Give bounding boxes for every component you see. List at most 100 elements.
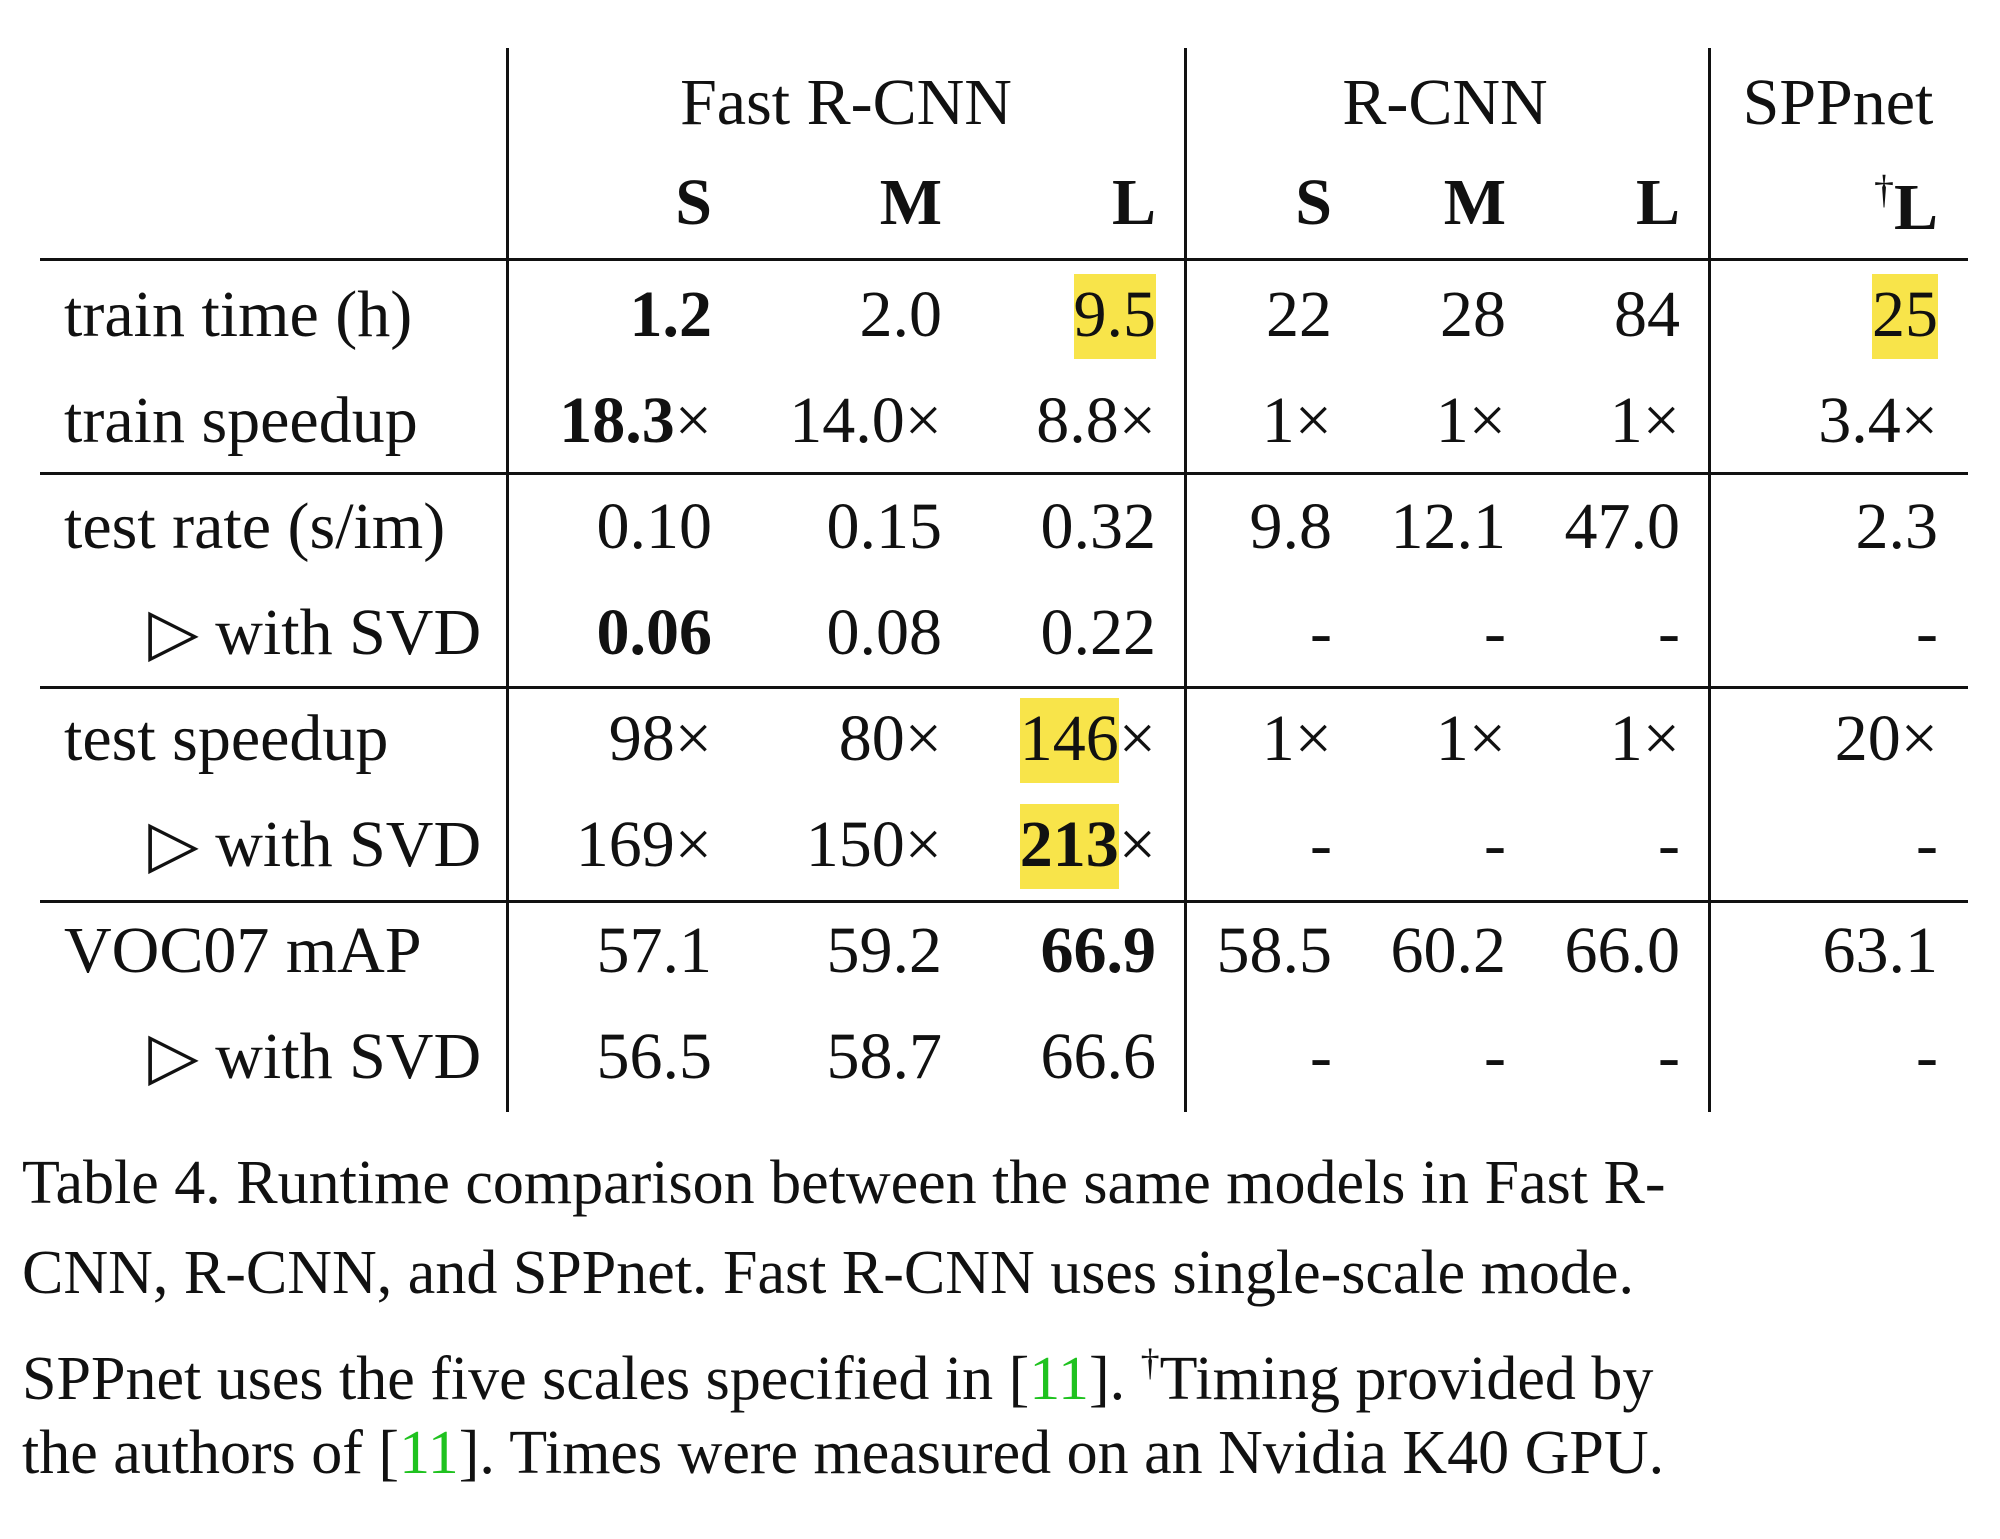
table-cell: 58.5 xyxy=(1217,918,1333,984)
cell-value: 98 xyxy=(608,702,675,775)
cell-value: 0.06 xyxy=(596,596,713,669)
table-cell: 9.8 xyxy=(1250,494,1333,560)
table-cell: 9.5 xyxy=(1073,274,1156,359)
times-sign: × xyxy=(904,702,942,775)
table-cell: 18.3× xyxy=(559,388,712,454)
row-divider xyxy=(40,686,1968,689)
times-sign: × xyxy=(674,808,712,881)
citation-link[interactable]: 11 xyxy=(399,1419,459,1487)
cell-value: 1 xyxy=(1261,702,1295,775)
column-header-label: L xyxy=(1635,166,1680,239)
table-cell: 213× xyxy=(1019,804,1156,889)
table-cell: 1× xyxy=(1262,388,1332,454)
caption-text: ]. xyxy=(1089,1345,1141,1413)
cell-value: 20 xyxy=(1834,702,1901,775)
table-cell: 58.7 xyxy=(827,1024,943,1090)
table-cell: 8.8× xyxy=(1036,388,1156,454)
times-sign: × xyxy=(904,808,942,881)
cell-value: 63.1 xyxy=(1822,914,1939,987)
caption-text: SPPnet uses the five scales specified in… xyxy=(22,1345,1030,1413)
row-label: VOC07 mAP xyxy=(64,914,422,987)
column-header-label: M xyxy=(879,166,942,239)
cell-value: - xyxy=(1484,808,1506,881)
column-header-label: M xyxy=(1443,166,1506,239)
cell-value: 169 xyxy=(575,808,675,881)
times-sign: × xyxy=(1642,384,1680,457)
times-sign: × xyxy=(674,702,712,775)
column-header-label: S xyxy=(675,166,712,239)
column-header-label: L xyxy=(1111,166,1156,239)
group-header: SPPnet xyxy=(1742,66,1934,139)
cell-value: 57.1 xyxy=(596,914,713,987)
times-sign: × xyxy=(904,384,942,457)
table-cell: - xyxy=(1484,812,1506,878)
table-cell: 28 xyxy=(1440,282,1506,348)
row-label: test speedup xyxy=(64,702,389,775)
group-header: R-CNN xyxy=(1342,66,1548,139)
column-header: †L xyxy=(1874,170,1938,241)
times-sign: × xyxy=(1118,702,1156,775)
cell-value: 0.32 xyxy=(1040,490,1157,563)
column-header-label: S xyxy=(1295,166,1332,239)
table-cell: 0.15 xyxy=(827,494,943,560)
table-cell: 59.2 xyxy=(827,918,943,984)
cell-value: 1.2 xyxy=(629,278,713,351)
table-cell: - xyxy=(1916,812,1938,878)
table-cell: 150× xyxy=(806,812,942,878)
row-label: test rate (s/im) xyxy=(64,490,446,563)
table-cell: - xyxy=(1484,1024,1506,1090)
row-divider xyxy=(40,472,1968,475)
table-cell: 22 xyxy=(1266,282,1332,348)
group-header: Fast R-CNN xyxy=(680,66,1012,139)
table-cell: 84 xyxy=(1614,282,1680,348)
table-cell: 25 xyxy=(1872,274,1938,359)
table-cell: 98× xyxy=(609,706,712,772)
cell-value: - xyxy=(1484,596,1506,669)
table-cell: - xyxy=(1658,812,1680,878)
cell-value: - xyxy=(1310,596,1332,669)
cell-value: 3.4 xyxy=(1818,384,1901,457)
table-cell: 3.4× xyxy=(1818,388,1938,454)
cell-value: - xyxy=(1484,1020,1506,1093)
table-cell: 1.2 xyxy=(630,282,713,348)
cell-value: 58.5 xyxy=(1216,914,1333,987)
times-sign: × xyxy=(1118,384,1156,457)
row-divider xyxy=(40,900,1968,903)
cell-value: 150 xyxy=(805,808,905,881)
column-divider xyxy=(1708,48,1711,1112)
column-divider xyxy=(506,48,509,1112)
cell-value: 1 xyxy=(1261,384,1295,457)
dagger-mark: † xyxy=(1140,1342,1160,1384)
cell-value: 56.5 xyxy=(596,1020,713,1093)
cell-value: 8.8 xyxy=(1036,384,1119,457)
row-label: ▷ with SVD xyxy=(148,808,482,881)
column-divider xyxy=(1184,48,1187,1112)
cell-value: 14.0 xyxy=(789,384,905,457)
table-cell: 1× xyxy=(1436,706,1506,772)
citation-link[interactable]: 11 xyxy=(1029,1345,1089,1413)
cell-value: 22 xyxy=(1266,278,1332,351)
times-sign: × xyxy=(1468,702,1506,775)
cell-value: 25 xyxy=(1872,274,1938,359)
cell-value: 0.15 xyxy=(826,490,943,563)
table-cell: 2.3 xyxy=(1856,494,1939,560)
table-cell: 0.06 xyxy=(597,600,713,666)
cell-value: 12.1 xyxy=(1390,490,1507,563)
table-cell: 80× xyxy=(839,706,942,772)
caption-line: Table 4. Runtime comparison between the … xyxy=(22,1138,1982,1228)
row-label: train speedup xyxy=(64,384,418,457)
cell-value: - xyxy=(1310,808,1332,881)
table-cell: 169× xyxy=(576,812,712,878)
table-cell: - xyxy=(1658,600,1680,666)
times-sign: × xyxy=(1294,384,1332,457)
table-cell: 12.1 xyxy=(1391,494,1507,560)
cell-value: 9.5 xyxy=(1073,274,1156,359)
caption-line: SPPnet uses the five scales specified in… xyxy=(22,1318,1982,1424)
table-cell: 1× xyxy=(1436,388,1506,454)
cell-value: 60.2 xyxy=(1390,914,1507,987)
table-cell: 0.10 xyxy=(597,494,713,560)
cell-value: 0.08 xyxy=(826,596,943,669)
cell-value: - xyxy=(1916,808,1938,881)
cell-value: 1 xyxy=(1435,702,1469,775)
